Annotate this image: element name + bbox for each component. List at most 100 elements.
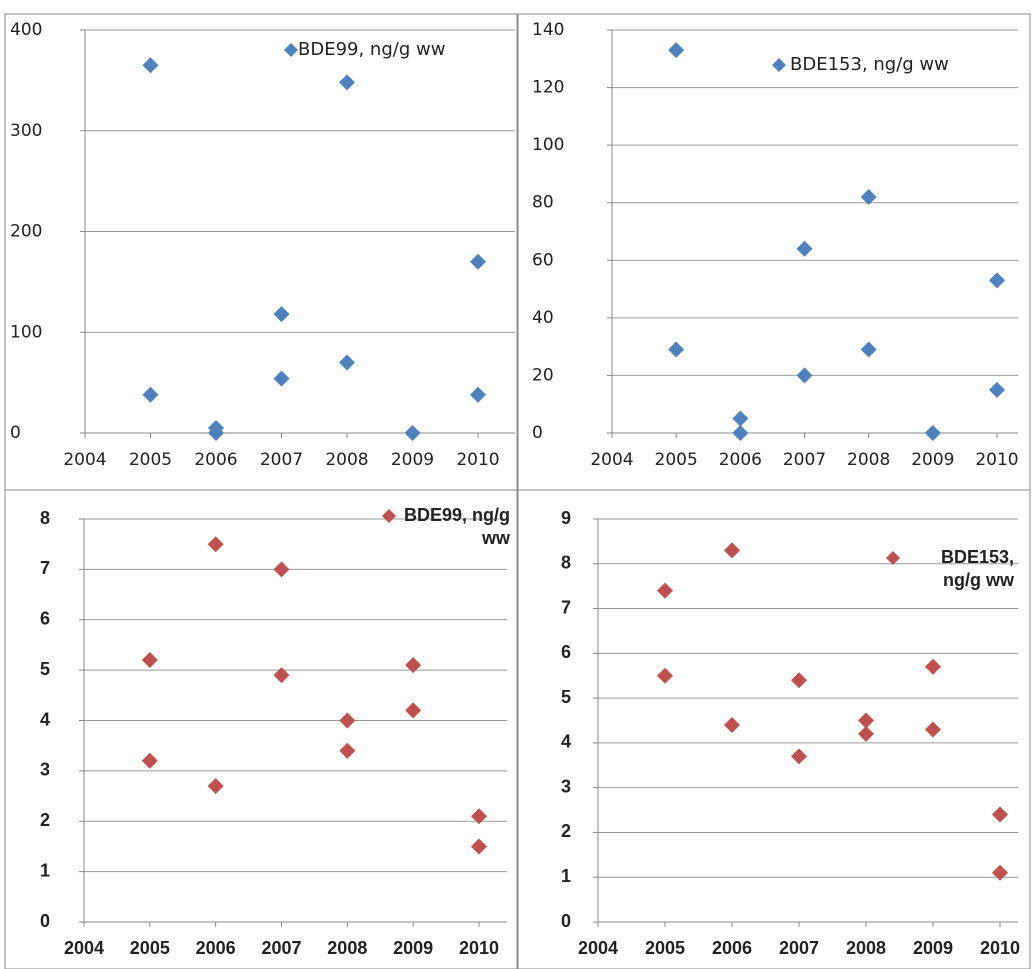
scatter-point xyxy=(796,367,813,384)
x-tick-label: 2010 xyxy=(975,450,1018,470)
x-tick-label: 2009 xyxy=(911,450,954,470)
x-tick-label: 2004 xyxy=(578,938,618,958)
scatter-point xyxy=(732,425,749,441)
legend-marker xyxy=(284,43,298,57)
x-tick-label: 2004 xyxy=(63,450,106,470)
panel-border xyxy=(517,13,1031,491)
scatter-point xyxy=(471,808,487,825)
x-tick-label: 2008 xyxy=(846,938,886,958)
y-tick-label: 120 xyxy=(532,78,564,98)
x-tick-label: 2007 xyxy=(260,450,303,470)
y-tick-label: 100 xyxy=(10,322,42,342)
scatter-point xyxy=(405,702,422,719)
y-tick-label: 6 xyxy=(40,609,50,629)
scatter-point xyxy=(273,561,290,578)
legend-marker xyxy=(772,58,786,72)
x-tick-label: 2008 xyxy=(847,450,890,470)
scatter-point xyxy=(404,425,421,441)
panel-border xyxy=(4,13,518,491)
y-tick-label: 0 xyxy=(561,911,571,931)
y-tick-label: 200 xyxy=(10,222,42,242)
y-tick-label: 2 xyxy=(40,810,50,830)
panel-border xyxy=(4,489,518,969)
scatter-point xyxy=(989,381,1005,398)
y-tick-label: 100 xyxy=(532,135,564,155)
scatter-point xyxy=(657,582,673,599)
y-tick-label: 80 xyxy=(532,193,554,213)
y-tick-label: 5 xyxy=(40,659,50,679)
scatter-point xyxy=(207,536,224,553)
scatter-point xyxy=(273,667,290,684)
scatter-point xyxy=(992,864,1008,881)
y-tick-label: 7 xyxy=(40,558,50,578)
y-tick-label: 300 xyxy=(10,121,42,141)
y-tick-label: 8 xyxy=(561,553,571,573)
scatter-point xyxy=(732,410,749,427)
scatter-point xyxy=(405,657,422,674)
scatter-point xyxy=(668,42,685,59)
legend-marker xyxy=(886,551,900,565)
scatter-point xyxy=(470,386,486,403)
scatter-point xyxy=(858,725,874,742)
scatter-point xyxy=(858,712,874,729)
scatter-point xyxy=(992,806,1008,823)
scatter-point xyxy=(339,74,355,91)
y-tick-label: 0 xyxy=(40,911,50,931)
chart-panel: 0 1 2 3 4 5 6 7 8 9 2004 2005 2006 2007 2008 2009 2010 xyxy=(517,489,1031,969)
x-tick-label: 2004 xyxy=(590,450,633,470)
scatter-point xyxy=(860,188,877,205)
y-tick-label: 9 xyxy=(561,508,571,528)
y-tick-label: 0 xyxy=(10,423,21,443)
x-tick-label: 2005 xyxy=(129,450,172,470)
y-tick-label: 4 xyxy=(561,732,571,752)
panel-border xyxy=(517,489,1031,969)
scatter-point xyxy=(339,742,356,759)
scatter-point xyxy=(791,672,807,689)
scatter-point xyxy=(925,658,941,675)
y-tick-label: 5 xyxy=(561,687,571,707)
x-tick-label: 2004 xyxy=(64,938,104,958)
x-tick-label: 2010 xyxy=(459,938,499,958)
legend-label: BDE99, ng/g ww xyxy=(298,39,446,60)
scatter-point xyxy=(207,777,224,794)
chart-panel: 0 100 200 300 400 2004 2005 2006 2007 2008 2009 201… xyxy=(4,13,518,491)
legend-label: BDE153, ng/g ww xyxy=(940,547,1014,590)
scatter-point xyxy=(724,716,740,733)
y-tick-label: 140 xyxy=(532,20,564,40)
x-tick-label: 2009 xyxy=(391,450,434,470)
scatter-point xyxy=(470,253,486,270)
x-tick-label: 2005 xyxy=(655,450,698,470)
scatter-point xyxy=(339,712,356,729)
x-tick-label: 2006 xyxy=(194,450,237,470)
scatter-point xyxy=(273,306,290,323)
scatter-point xyxy=(141,752,158,769)
scatter-point xyxy=(142,57,159,74)
y-tick-label: 20 xyxy=(532,365,554,385)
scatter-point xyxy=(142,386,159,403)
legend-label: BDE153, ng/g ww xyxy=(790,54,949,75)
x-tick-label: 2005 xyxy=(130,938,170,958)
x-tick-label: 2005 xyxy=(645,938,685,958)
x-tick-label: 2010 xyxy=(980,938,1020,958)
x-tick-label: 2009 xyxy=(393,938,433,958)
chart-panel: 0 1 2 3 4 5 6 7 8 2004 2005 2006 2007 2008 2009 2010 xyxy=(4,489,518,969)
y-tick-label: 8 xyxy=(40,508,50,528)
y-tick-label: 7 xyxy=(561,597,571,617)
scatter-point xyxy=(791,748,807,765)
x-tick-label: 2010 xyxy=(456,450,499,470)
y-tick-label: 2 xyxy=(561,821,571,841)
y-tick-label: 0 xyxy=(532,423,543,443)
y-tick-label: 1 xyxy=(561,866,571,886)
legend-label: BDE99, ng/g ww xyxy=(403,505,510,548)
scatter-point xyxy=(657,667,673,684)
scatter-point xyxy=(668,341,685,358)
y-tick-label: 3 xyxy=(40,760,50,780)
scatter-point xyxy=(724,542,740,559)
scatter-point xyxy=(273,370,290,387)
x-tick-label: 2008 xyxy=(325,450,368,470)
y-tick-label: 4 xyxy=(40,709,50,729)
y-tick-label: 1 xyxy=(40,860,50,880)
y-tick-label: 400 xyxy=(10,20,42,40)
legend-marker xyxy=(382,509,396,523)
